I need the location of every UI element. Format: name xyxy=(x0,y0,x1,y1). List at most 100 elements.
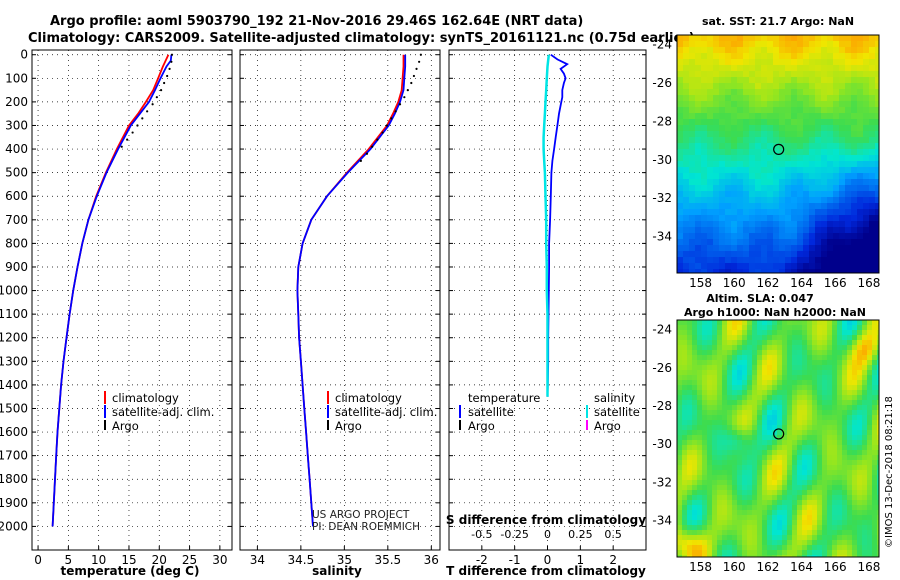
map-cell xyxy=(742,395,748,401)
map-cell xyxy=(697,375,703,381)
map-cell xyxy=(857,203,864,210)
map-cell xyxy=(757,415,763,421)
map-cell xyxy=(821,71,828,78)
map-cell xyxy=(821,161,828,168)
map-cell xyxy=(692,405,698,411)
map-cell xyxy=(762,370,768,376)
argo-position-marker xyxy=(773,428,785,440)
depth-tick-label: 700 xyxy=(5,213,28,227)
map-cell xyxy=(863,131,870,138)
map-cell xyxy=(752,405,758,411)
map-cell xyxy=(863,191,870,198)
map-cell xyxy=(722,390,728,396)
map-cell xyxy=(832,545,838,551)
map-cell xyxy=(803,83,810,90)
map-cell xyxy=(712,550,718,556)
map-cell xyxy=(852,335,858,341)
map-cell xyxy=(827,65,834,72)
map-cell xyxy=(837,415,843,421)
map-cell xyxy=(707,515,713,521)
map-cell xyxy=(812,330,818,336)
map-cell xyxy=(712,375,718,381)
map-cell xyxy=(779,251,786,258)
map-cell xyxy=(797,420,803,426)
map-cell xyxy=(842,325,848,331)
map-cell xyxy=(807,520,813,526)
map-cell xyxy=(839,167,846,174)
map-cell xyxy=(767,269,774,273)
map-cell xyxy=(807,490,813,496)
map-cell xyxy=(727,375,733,381)
map-cell xyxy=(842,395,848,401)
map-cell xyxy=(875,149,879,156)
map-cell xyxy=(707,221,714,228)
map-cell xyxy=(719,113,726,120)
map-cell xyxy=(752,535,758,541)
map-cell xyxy=(737,197,744,204)
temperature-argo-point xyxy=(166,74,169,78)
map-cell xyxy=(683,245,690,252)
map-cell xyxy=(757,390,763,396)
map-cell xyxy=(779,113,786,120)
map-cell xyxy=(677,161,684,168)
map-cell xyxy=(695,233,702,240)
map-cell xyxy=(807,495,813,501)
map-cell xyxy=(707,95,714,102)
map-cell xyxy=(822,345,828,351)
map-cell xyxy=(827,445,833,451)
map-cell xyxy=(677,167,684,174)
map-cell xyxy=(851,257,858,264)
map-cell xyxy=(743,125,750,132)
map-cell xyxy=(719,197,726,204)
map-cell xyxy=(682,520,688,526)
map-cell xyxy=(762,390,768,396)
map-cell xyxy=(743,203,750,210)
map-cell xyxy=(833,239,840,246)
map-cell xyxy=(737,227,744,234)
map-cell xyxy=(827,227,834,234)
map-cell xyxy=(743,245,750,252)
map-cell xyxy=(767,233,774,240)
map-cell xyxy=(732,345,738,351)
map-cell xyxy=(872,485,878,491)
map-cell xyxy=(731,161,738,168)
map-cell xyxy=(683,209,690,216)
map-cell xyxy=(707,41,714,48)
map-cell xyxy=(722,415,728,421)
map-cell xyxy=(717,445,723,451)
map-cell xyxy=(779,107,786,114)
map-cell xyxy=(727,480,733,486)
map-cell xyxy=(717,405,723,411)
map-cell xyxy=(701,95,708,102)
map-cell xyxy=(869,77,876,84)
map-cell xyxy=(712,480,718,486)
map-cell xyxy=(837,410,843,416)
map-cell xyxy=(832,320,838,326)
map-cell xyxy=(749,167,756,174)
map-cell xyxy=(839,131,846,138)
map-cell xyxy=(821,239,828,246)
map-cell xyxy=(737,125,744,132)
map-cell xyxy=(683,137,690,144)
map-cell xyxy=(787,465,793,471)
map-cell xyxy=(677,89,684,96)
map-cell xyxy=(809,53,816,60)
map-cell xyxy=(772,525,778,531)
map-cell xyxy=(847,330,853,336)
map-cell xyxy=(762,495,768,501)
map-cell xyxy=(787,345,793,351)
map-cell xyxy=(863,155,870,162)
difference-x-ticks: -2 -1 0 1 2 xyxy=(476,553,617,567)
map-cell xyxy=(677,59,684,66)
map-cell xyxy=(761,89,768,96)
map-cell xyxy=(737,350,743,356)
map-cell xyxy=(869,101,876,108)
map-cell xyxy=(787,330,793,336)
map-cell xyxy=(863,179,870,186)
map-cell xyxy=(785,71,792,78)
map-cell xyxy=(867,525,873,531)
map-cell xyxy=(842,365,848,371)
map-cell xyxy=(797,405,803,411)
map-cell xyxy=(713,131,720,138)
map-cell xyxy=(742,385,748,391)
